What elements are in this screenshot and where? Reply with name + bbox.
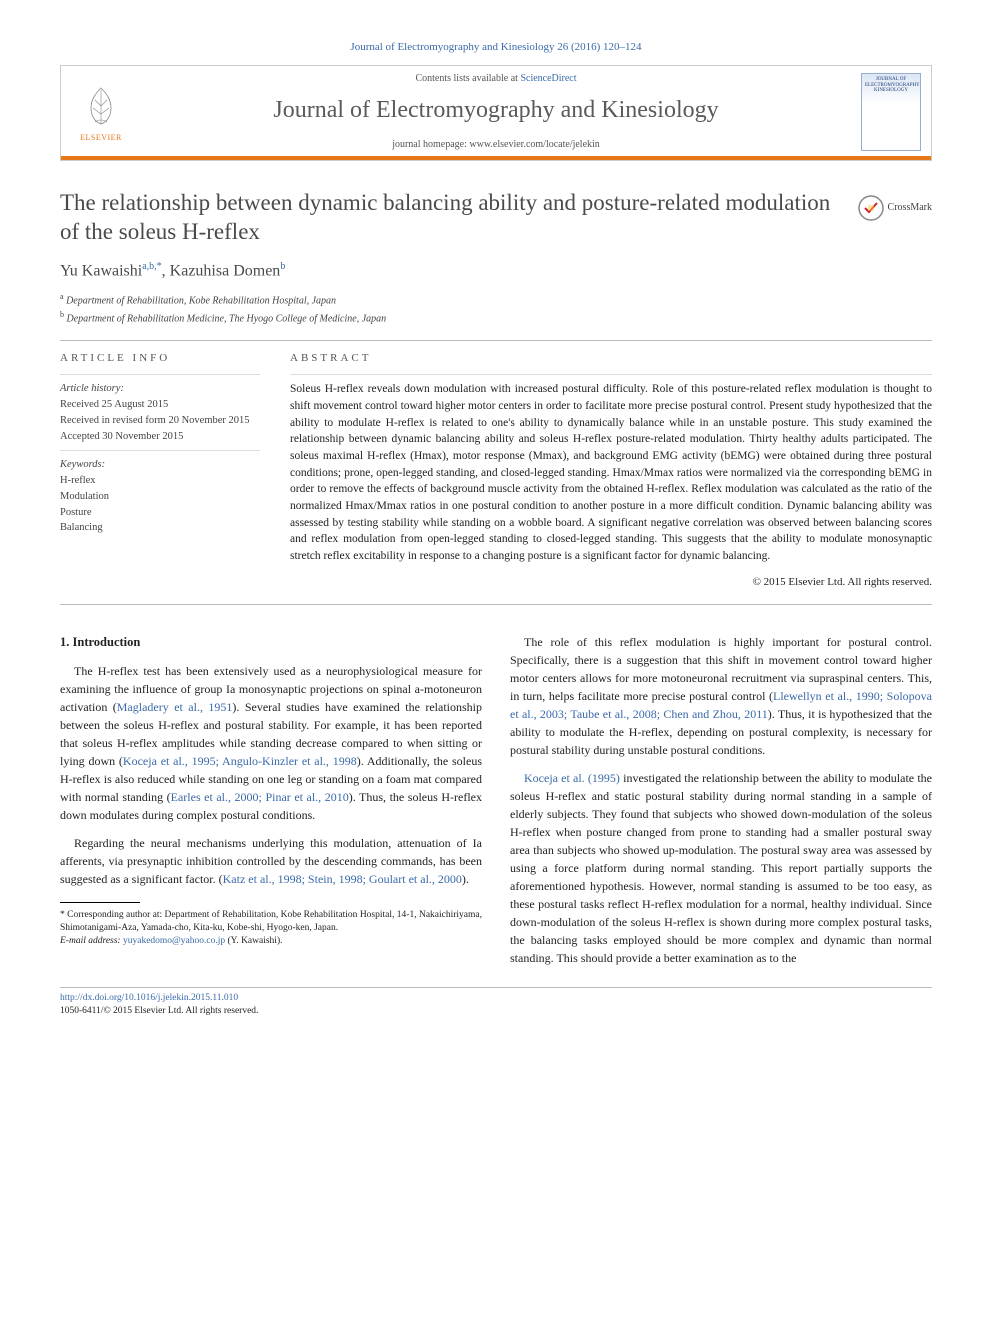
article-info-column: ARTICLE INFO Article history: Received 2…	[60, 351, 260, 590]
section-1-heading: 1. Introduction	[60, 633, 482, 652]
author-2-sup: b	[280, 261, 285, 272]
history-revised: Received in revised form 20 November 201…	[60, 415, 250, 426]
authors-line: Yu Kawaishia,b,*, Kazuhisa Domenb	[60, 260, 932, 283]
author-2: Kazuhisa Domen	[170, 263, 281, 280]
homepage-prefix: journal homepage:	[392, 139, 469, 150]
intro-paragraph-3: The role of this reflex modulation is hi…	[510, 633, 932, 759]
cover-thumb-title: JOURNAL OF ELECTROMYOGRAPHY KINESIOLOGY	[865, 77, 917, 94]
abstract-column: ABSTRACT Soleus H-reflex reveals down mo…	[290, 351, 932, 590]
elsevier-tree-icon	[77, 82, 125, 130]
body-column-right: The role of this reflex modulation is hi…	[510, 633, 932, 977]
author-1: Yu Kawaishi	[60, 263, 142, 280]
article-history: Article history: Received 25 August 2015…	[60, 381, 260, 444]
top-citation: Journal of Electromyography and Kinesiol…	[60, 40, 932, 55]
issn-copyright-line: 1050-6411/© 2015 Elsevier Ltd. All right…	[60, 1006, 258, 1016]
keyword-1: H-reflex	[60, 475, 96, 486]
intro-paragraph-1: The H-reflex test has been extensively u…	[60, 662, 482, 824]
divider-bottom	[60, 604, 932, 605]
email-suffix: (Y. Kawaishi).	[225, 936, 282, 946]
cite-earles[interactable]: Earles et al., 2000; Pinar et al., 2010	[171, 790, 349, 804]
journal-header-box: ELSEVIER Contents lists available at Sci…	[60, 65, 932, 161]
abstract-text: Soleus H-reflex reveals down modulation …	[290, 381, 932, 564]
elsevier-logo-text: ELSEVIER	[80, 132, 122, 143]
corresponding-author-footnote: * Corresponding author at: Department of…	[60, 909, 482, 936]
keywords-block: Keywords: H-reflex Modulation Posture Ba…	[60, 457, 260, 536]
cite-katz[interactable]: Katz et al., 1998; Stein, 1998; Goulart …	[223, 872, 462, 886]
crossmark-icon	[858, 195, 884, 221]
doi-block: http://dx.doi.org/10.1016/j.jelekin.2015…	[60, 992, 932, 1019]
cite-koceja[interactable]: Koceja et al., 1995; Angulo-Kinzler et a…	[123, 754, 357, 768]
doi-link[interactable]: http://dx.doi.org/10.1016/j.jelekin.2015…	[60, 993, 238, 1003]
body-column-left: 1. Introduction The H-reflex test has be…	[60, 633, 482, 977]
abstract-divider	[290, 374, 932, 375]
footnote-separator	[60, 902, 140, 903]
keyword-2: Modulation	[60, 491, 109, 502]
keywords-label: Keywords:	[60, 459, 105, 470]
affiliation-b-text: Department of Rehabilitation Medicine, T…	[67, 313, 387, 324]
article-title: The relationship between dynamic balanci…	[60, 189, 846, 247]
crossmark-label: CrossMark	[888, 201, 932, 215]
page-container: Journal of Electromyography and Kinesiol…	[0, 0, 992, 1049]
journal-cover-thumbnail: JOURNAL OF ELECTROMYOGRAPHY KINESIOLOGY	[861, 73, 921, 151]
page-bottom-divider	[60, 987, 932, 988]
contents-prefix: Contents lists available at	[415, 73, 520, 84]
elsevier-logo: ELSEVIER	[71, 82, 131, 143]
author-separator: ,	[162, 263, 170, 280]
p2-text-b: ).	[462, 872, 469, 886]
cite-magladery[interactable]: Magladery et al., 1951	[117, 700, 233, 714]
abstract-copyright: © 2015 Elsevier Ltd. All rights reserved…	[290, 575, 932, 590]
info-divider-1	[60, 374, 260, 375]
email-label: E-mail address:	[60, 936, 123, 946]
cite-koceja-1995[interactable]: Koceja et al. (1995)	[524, 771, 620, 785]
info-divider-2	[60, 450, 260, 451]
homepage-url[interactable]: www.elsevier.com/locate/jelekin	[469, 139, 599, 150]
history-label: Article history:	[60, 383, 124, 394]
affiliation-a: a Department of Rehabilitation, Kobe Reh…	[60, 291, 932, 308]
author-1-sup: a,b,*	[142, 261, 161, 272]
affiliation-b-sup: b	[60, 310, 64, 319]
affiliation-a-sup: a	[60, 292, 64, 301]
footnote-corr-text: * Corresponding author at: Department of…	[60, 910, 482, 933]
intro-paragraph-4: Koceja et al. (1995) investigated the re…	[510, 769, 932, 967]
orange-divider-bar	[61, 156, 931, 160]
article-info-heading: ARTICLE INFO	[60, 351, 260, 366]
history-received: Received 25 August 2015	[60, 399, 168, 410]
email-link[interactable]: yuyakedomo@yahoo.co.jp	[123, 936, 225, 946]
keyword-3: Posture	[60, 507, 92, 518]
contents-available-line: Contents lists available at ScienceDirec…	[131, 72, 861, 86]
affiliations: a Department of Rehabilitation, Kobe Reh…	[60, 291, 932, 326]
intro-paragraph-2: Regarding the neural mechanisms underlyi…	[60, 834, 482, 888]
journal-homepage-line: journal homepage: www.elsevier.com/locat…	[131, 138, 861, 152]
email-footnote: E-mail address: yuyakedomo@yahoo.co.jp (…	[60, 935, 482, 948]
history-accepted: Accepted 30 November 2015	[60, 431, 183, 442]
affiliation-b: b Department of Rehabilitation Medicine,…	[60, 309, 932, 326]
affiliation-a-text: Department of Rehabilitation, Kobe Rehab…	[66, 296, 336, 307]
keyword-4: Balancing	[60, 522, 103, 533]
crossmark-badge[interactable]: CrossMark	[858, 195, 932, 221]
sciencedirect-link[interactable]: ScienceDirect	[520, 73, 576, 84]
divider-top	[60, 340, 932, 341]
journal-name: Journal of Electromyography and Kinesiol…	[131, 94, 861, 128]
p4-text-a: investigated the relationship between th…	[510, 771, 932, 965]
abstract-heading: ABSTRACT	[290, 351, 932, 366]
body-two-column: 1. Introduction The H-reflex test has be…	[60, 633, 932, 977]
